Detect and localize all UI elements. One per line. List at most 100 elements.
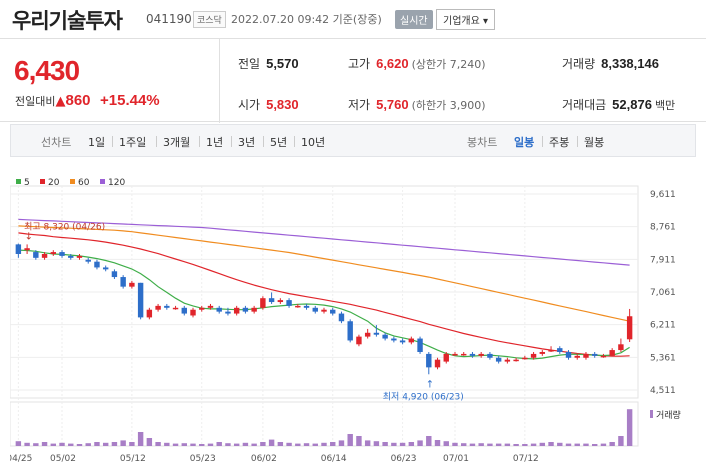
x-tick-label: 06/02 bbox=[251, 454, 277, 464]
candle-body bbox=[137, 282, 144, 318]
volume-bar bbox=[216, 442, 222, 446]
tab-3-years[interactable]: 3년 bbox=[238, 136, 256, 149]
candle-body bbox=[522, 357, 528, 360]
chart-tabs: 선차트 1일 1주일 3개월 1년 3년 5년 10년 봉차트 일봉 주봉 월봉 bbox=[10, 124, 696, 157]
volume-bar bbox=[478, 443, 484, 446]
tab-5-years[interactable]: 5년 bbox=[270, 136, 288, 149]
tab-weekly-candle[interactable]: 주봉 bbox=[549, 136, 570, 149]
stat-label: 거래량 bbox=[562, 57, 596, 71]
legend-label: 20 bbox=[48, 178, 60, 188]
volume-bar bbox=[364, 440, 371, 446]
candle-body bbox=[155, 305, 161, 310]
volume-bar bbox=[190, 443, 196, 446]
tab-divider bbox=[112, 136, 113, 147]
candle-body bbox=[417, 338, 423, 352]
candle-body bbox=[347, 321, 353, 341]
volume-legend-swatch bbox=[650, 410, 653, 418]
y-tick-label: 4,511 bbox=[650, 386, 676, 396]
candle-body bbox=[574, 355, 580, 358]
candle-body bbox=[286, 300, 292, 306]
candle-body bbox=[461, 353, 467, 356]
legend-label: 120 bbox=[108, 178, 125, 188]
volume-bar bbox=[591, 444, 598, 446]
stat-value: 8,338,146 bbox=[601, 56, 659, 71]
volume-bar bbox=[443, 441, 449, 446]
x-tick-label: 05/02 bbox=[50, 454, 76, 464]
stat-value: 5,760 bbox=[376, 97, 409, 112]
candle-body bbox=[408, 338, 415, 343]
volume-bar bbox=[225, 443, 231, 446]
volume-bar bbox=[181, 443, 187, 446]
volume-bar bbox=[513, 444, 519, 446]
stock-header: 우리기술투자 041190 코스닥 2022.07.20 09:42 기준(장중… bbox=[0, 0, 706, 36]
stat-value: 5,570 bbox=[266, 56, 299, 71]
candle-body bbox=[399, 340, 406, 343]
volume-bar bbox=[434, 440, 441, 446]
candle-body bbox=[94, 261, 100, 268]
volume-bar bbox=[469, 443, 476, 446]
candle-body bbox=[557, 348, 563, 352]
candle-body bbox=[15, 244, 22, 254]
volume-bar bbox=[618, 436, 624, 446]
y-tick-label: 7,061 bbox=[650, 288, 676, 298]
volume-bar bbox=[85, 443, 91, 446]
volume-bar bbox=[76, 444, 83, 446]
volume-bar bbox=[530, 443, 537, 446]
ma60-line bbox=[18, 225, 630, 322]
y-tick-label: 7,911 bbox=[650, 255, 676, 265]
x-tick-label: 07/01 bbox=[443, 454, 469, 464]
lower-limit: (하한가 3,900) bbox=[411, 99, 486, 112]
up-arrow-icon: ▲ bbox=[55, 94, 66, 109]
volume-bar bbox=[321, 442, 327, 446]
company-overview-dropdown[interactable]: 기업개요 ▾ bbox=[436, 9, 495, 30]
candle-body bbox=[548, 350, 554, 352]
x-tick-label: 07/12 bbox=[513, 454, 539, 464]
candlestick-chart: 5 20 60 120 9,611 8,761 7,911 7,061 6,211 5,361 4,… bbox=[10, 178, 681, 464]
change-label: 전일대비 bbox=[15, 95, 56, 108]
volume-legend-label: 거래량 bbox=[656, 409, 681, 421]
candle-body bbox=[426, 353, 432, 368]
candle-body bbox=[495, 357, 502, 362]
candle-body bbox=[190, 309, 196, 316]
candle-body bbox=[199, 307, 205, 310]
volume-bar bbox=[172, 443, 179, 446]
stat-prev-close: 전일 5,570 bbox=[238, 55, 299, 72]
candle-body bbox=[120, 277, 126, 287]
volume-bar bbox=[50, 443, 57, 446]
tab-daily-candle[interactable]: 일봉 bbox=[514, 136, 535, 149]
candle-body bbox=[146, 309, 153, 318]
tab-divider bbox=[577, 136, 578, 147]
candle-body bbox=[303, 305, 310, 308]
realtime-button[interactable]: 실시간 bbox=[395, 10, 433, 29]
candle-body bbox=[111, 271, 118, 278]
x-tick-label: 06/23 bbox=[391, 454, 417, 464]
volume-bar bbox=[207, 443, 214, 446]
candle-body bbox=[268, 298, 275, 303]
volume-bar bbox=[338, 440, 345, 446]
candle-body bbox=[478, 353, 484, 356]
tab-divider bbox=[542, 136, 543, 147]
price-change: 전일대비▲860 +15.44% bbox=[15, 92, 160, 109]
candle-body bbox=[600, 355, 607, 358]
candle-body bbox=[164, 305, 170, 308]
candle-body bbox=[41, 253, 48, 258]
volume-bar bbox=[330, 442, 336, 446]
tab-1-year[interactable]: 1년 bbox=[206, 136, 224, 149]
volume-bar bbox=[548, 442, 554, 446]
low-arrow-icon: ↑ bbox=[426, 379, 434, 390]
volume-bar bbox=[626, 409, 633, 446]
volume-bar bbox=[382, 442, 388, 446]
ma20-line bbox=[18, 232, 630, 357]
stock-name: 우리기술투자 bbox=[12, 9, 123, 33]
candle-body bbox=[504, 359, 511, 362]
tab-10-years[interactable]: 10년 bbox=[301, 136, 326, 149]
tab-1-day[interactable]: 1일 bbox=[88, 136, 106, 149]
tab-monthly-candle[interactable]: 월봉 bbox=[584, 136, 605, 149]
stat-high: 고가 6,620 (상한가 7,240) bbox=[348, 55, 486, 72]
tab-3-months[interactable]: 3개월 bbox=[163, 136, 191, 149]
y-tick-label: 6,211 bbox=[650, 321, 676, 331]
stock-code: 041190 bbox=[146, 12, 192, 26]
candle-body bbox=[181, 307, 187, 314]
tab-1-week[interactable]: 1주일 bbox=[119, 136, 147, 149]
volume-bar bbox=[557, 442, 563, 446]
